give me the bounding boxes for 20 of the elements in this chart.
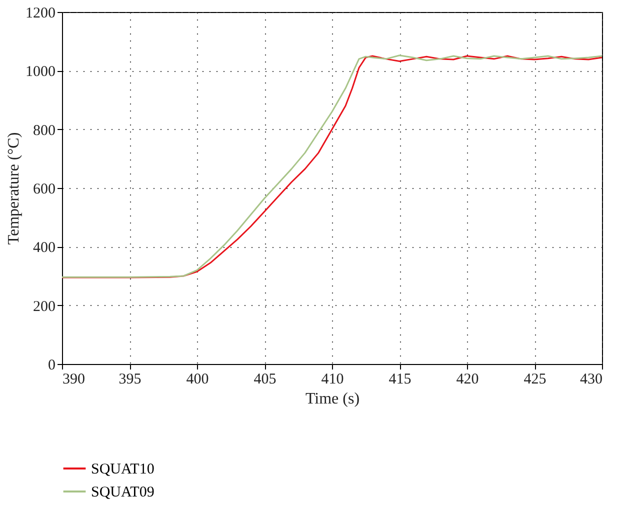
x-axis-title: Time (s) [305,390,360,408]
x-tick-label: 405 [254,372,276,388]
y-tick-label: 800 [33,122,56,139]
x-tick-label: 430 [580,372,602,388]
x-tick-label: 390 [62,372,85,388]
y-tick-label: 600 [33,182,56,198]
x-tick-label: 415 [388,372,412,388]
y-tick-label: 400 [33,240,56,256]
x-tick-label: 410 [321,372,344,388]
y-tick-label: 1000 [26,64,56,80]
y-axis-title: Temperature (°C) [6,132,22,245]
x-tick-label: 395 [118,372,142,388]
y-tick-label: 0 [48,358,56,374]
x-tick-label: 425 [524,372,546,388]
x-tick-label: 400 [186,372,209,388]
x-tick-label: 420 [456,372,479,388]
legend-label: SQUAT09 [91,484,154,500]
y-tick-label: 200 [33,298,56,315]
legend-label: SQUAT10 [91,462,154,478]
y-tick-label: 1200 [26,6,56,22]
